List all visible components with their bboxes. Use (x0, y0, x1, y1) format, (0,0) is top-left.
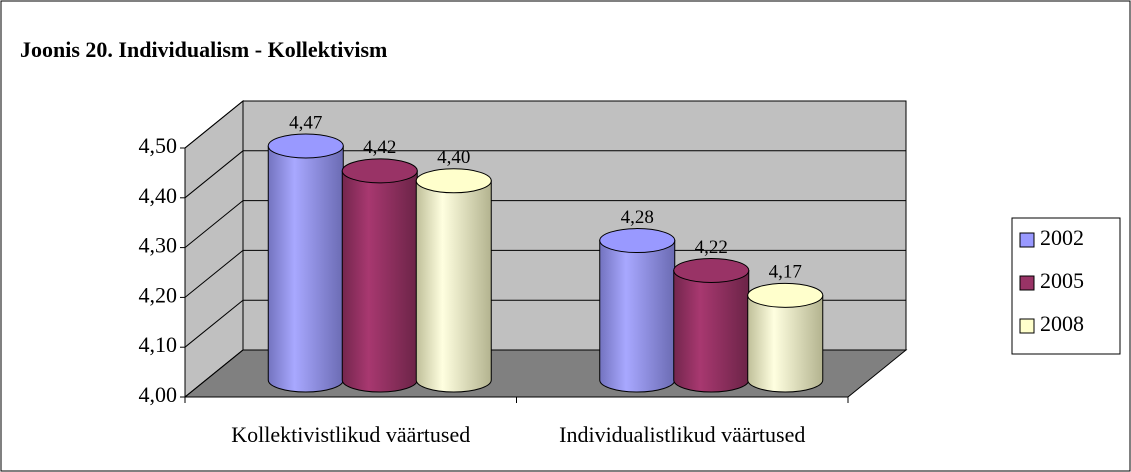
legend-label: 2002 (1040, 225, 1084, 250)
cylinder (747, 282, 824, 393)
y-tick-label: 4,00 (139, 382, 178, 407)
cylinder-top (267, 133, 344, 159)
cylinder (673, 257, 750, 393)
value-label: 4,42 (363, 137, 396, 158)
value-label: 4,22 (695, 237, 728, 258)
cylinder-body (341, 170, 418, 393)
legend-label: 2005 (1040, 268, 1084, 293)
cylinder-top (747, 282, 824, 308)
value-label: 4,47 (289, 112, 322, 133)
side-wall (184, 99, 244, 399)
cylinder-body (747, 294, 824, 393)
cylinder-body (673, 269, 750, 393)
chart-title: Joonis 20. Individualism - Kollektivism (20, 37, 387, 62)
cylinder-top (341, 158, 418, 184)
y-tick-label: 4,30 (139, 233, 178, 258)
cylinder (341, 158, 418, 393)
legend-swatch (1019, 318, 1035, 334)
cylinder (267, 133, 344, 393)
y-tick-label: 4,20 (139, 282, 178, 307)
cylinder (599, 228, 676, 393)
value-label: 4,28 (621, 207, 654, 228)
cylinder-body (599, 240, 676, 393)
cylinder (415, 168, 492, 393)
grid-line (184, 150, 906, 199)
grid-line (184, 200, 906, 248)
x-tick-label: Individualistlikud väärtused (559, 422, 805, 447)
cylinder-top (673, 257, 750, 283)
y-tick-label: 4,40 (139, 183, 178, 208)
cylinder-top (415, 168, 492, 194)
y-tick-label: 4,10 (139, 332, 178, 357)
cylinder-body (415, 180, 492, 393)
grid-line (184, 249, 906, 298)
y-tick-label: 4,50 (139, 133, 178, 158)
value-label: 4,17 (769, 262, 802, 283)
value-label: 4,40 (437, 147, 470, 168)
legend-label: 2008 (1040, 311, 1084, 336)
cylinder-body (267, 145, 344, 393)
cylinder-top (599, 228, 676, 254)
legend-swatch (1019, 232, 1035, 248)
x-tick-label: Kollektivistlikud väärtused (231, 422, 470, 447)
grid-line (184, 100, 906, 149)
legend-swatch (1019, 275, 1035, 291)
